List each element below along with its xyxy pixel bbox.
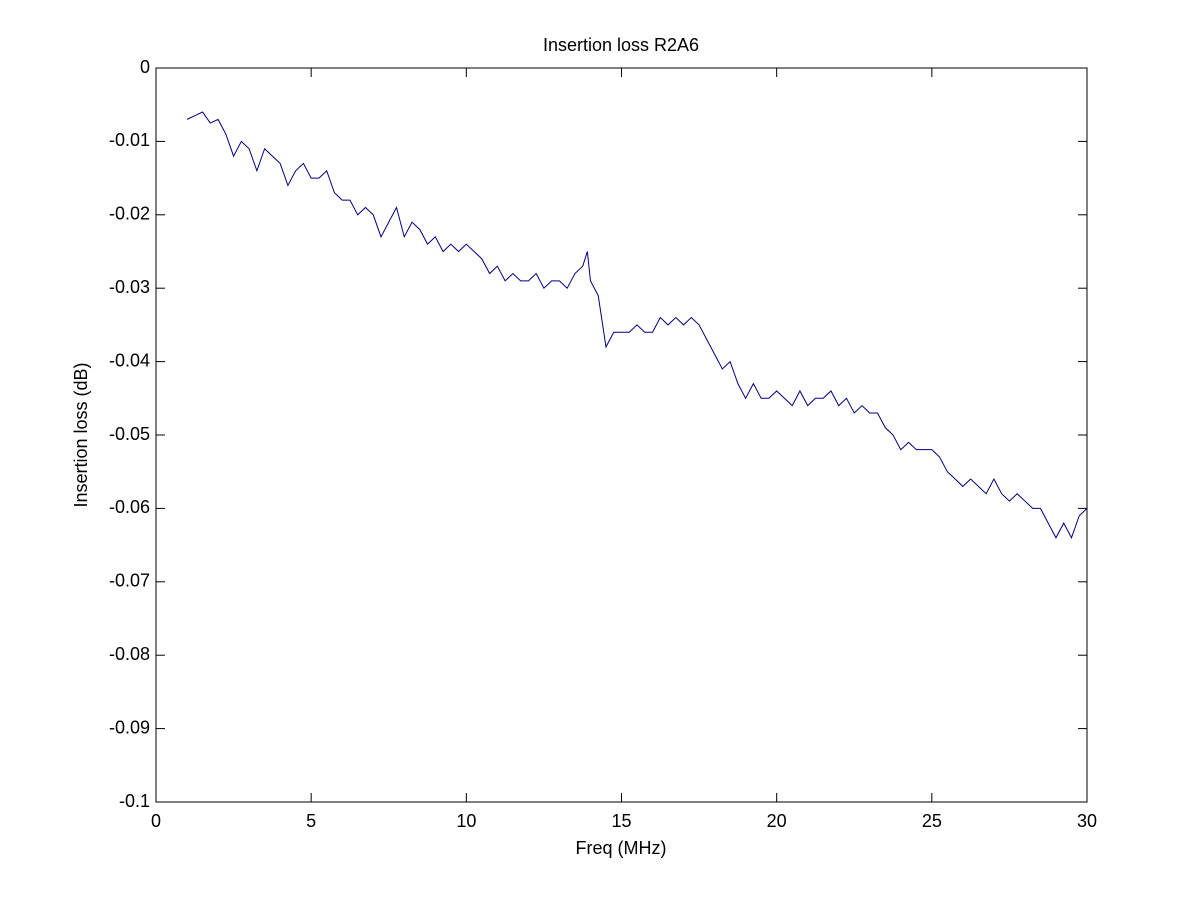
x-tick-label: 20 <box>767 811 787 831</box>
x-axis-label: Freq (MHz) <box>576 838 667 858</box>
x-tick-label: 0 <box>151 811 161 831</box>
plot-area <box>155 67 1088 803</box>
y-tick-label: -0.08 <box>109 644 150 664</box>
x-tick-label: 25 <box>922 811 942 831</box>
y-tick-label: 0 <box>140 57 150 77</box>
y-tick-label: -0.02 <box>109 204 150 224</box>
data-line <box>186 111 1088 540</box>
y-tick-label: -0.01 <box>109 130 150 150</box>
y-tick-label: -0.06 <box>109 497 150 517</box>
y-tick-label: -0.1 <box>119 791 150 811</box>
x-tick-label: 15 <box>611 811 631 831</box>
y-tick-label: -0.03 <box>109 277 150 297</box>
x-tick-label: 5 <box>306 811 316 831</box>
x-tick-label: 30 <box>1077 811 1097 831</box>
x-tick-label: 10 <box>456 811 476 831</box>
y-tick-label: -0.05 <box>109 424 150 444</box>
y-tick-label: -0.09 <box>109 717 150 737</box>
y-axis-label: Insertion loss (dB) <box>71 362 91 507</box>
chart-title: Insertion loss R2A6 <box>543 35 699 55</box>
y-tick-label: -0.04 <box>109 350 150 370</box>
y-tick-label: -0.07 <box>109 571 150 591</box>
